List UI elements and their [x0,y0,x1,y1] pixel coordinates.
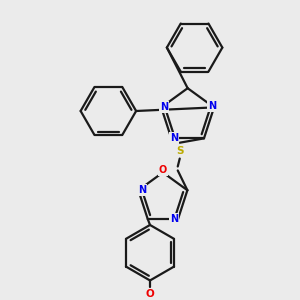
Text: N: N [170,134,178,143]
Text: S: S [176,146,184,156]
Text: O: O [159,166,167,176]
Text: N: N [208,101,216,111]
Text: O: O [146,289,154,299]
Text: N: N [170,214,178,224]
Text: N: N [160,102,168,112]
Text: N: N [138,185,146,195]
